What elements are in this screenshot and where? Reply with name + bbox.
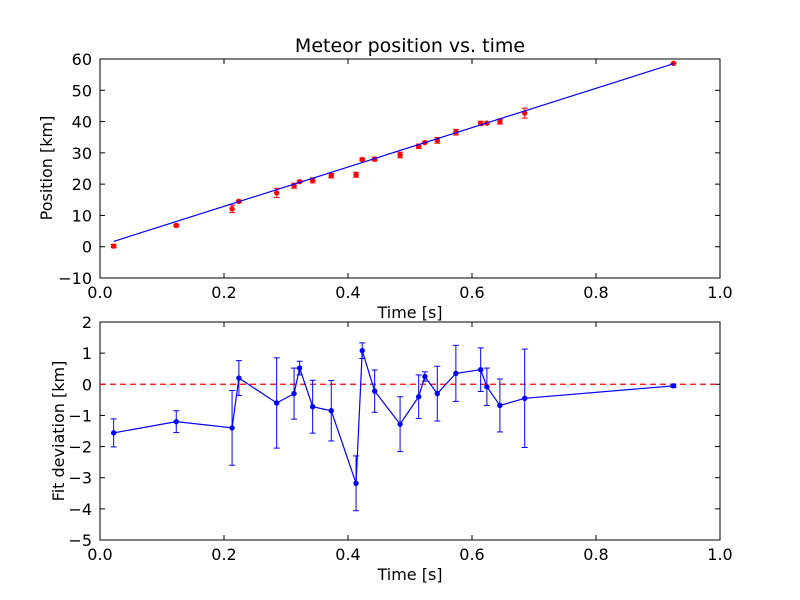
x-tick-label: 1.0 (707, 283, 732, 302)
data-point (397, 152, 403, 158)
y-tick-label: −1 (68, 406, 92, 425)
x-tick-label: 0.6 (459, 283, 484, 302)
y-tick-label: 2 (82, 313, 92, 332)
data-point (453, 370, 459, 377)
y-tick-label: 10 (72, 206, 92, 225)
plot-frame (99, 58, 721, 279)
data-point (229, 425, 235, 431)
data-point (173, 222, 179, 229)
data-point (110, 243, 117, 249)
data-point (309, 404, 316, 410)
y-tick-label: 1 (82, 344, 92, 363)
y-axis-label: Position [km] (37, 116, 56, 221)
data-point (353, 172, 359, 178)
x-tick-label: 0.2 (211, 545, 236, 564)
data-point (296, 365, 303, 371)
y-tick-label: 0 (82, 238, 92, 257)
data-point (484, 384, 490, 390)
data-point (229, 206, 235, 212)
x-tick-label: 0.4 (335, 545, 360, 564)
y-tick-label: 30 (72, 144, 92, 163)
deviation-line (113, 350, 674, 484)
data-point (328, 408, 334, 414)
y-tick-label: −5 (68, 531, 92, 550)
data-point (274, 190, 280, 196)
y-tick-label: −10 (58, 269, 92, 288)
data-point (422, 373, 428, 380)
data-point (397, 421, 403, 427)
data-point (670, 60, 677, 67)
x-axis-label: Time [s] (376, 303, 442, 322)
x-tick-label: 0.0 (87, 283, 112, 302)
y-tick-label: −4 (68, 500, 92, 519)
data-point (236, 375, 242, 381)
x-axis-label: Time [s] (376, 565, 442, 584)
y-axis-label: Fit deviation [km] (49, 361, 68, 502)
y-tick-label: 0 (82, 375, 92, 394)
x-tick-label: 0.4 (335, 283, 360, 302)
x-tick-label: 0.2 (211, 283, 236, 302)
data-point (353, 480, 359, 487)
y-tick-label: −3 (68, 469, 92, 488)
data-point (359, 347, 365, 354)
data-point (670, 383, 677, 389)
x-tick-label: 0.0 (87, 545, 112, 564)
fit-deviation-plot: Time [s] Fit deviation [km] 0.0 0.2 0.4 0.6… (49, 313, 733, 584)
data-point (497, 402, 503, 409)
data-point (328, 172, 334, 179)
data-point (415, 394, 422, 400)
y-tick-label: 40 (72, 113, 92, 132)
data-point (522, 395, 528, 401)
fit-line (113, 63, 674, 242)
x-tick-label: 1.0 (707, 545, 732, 564)
x-tick-label: 0.6 (459, 545, 484, 564)
data-point (371, 388, 378, 394)
data-point (477, 366, 484, 373)
data-point (434, 390, 440, 397)
chart-title: Meteor position vs. time (295, 35, 525, 57)
data-point (173, 418, 179, 425)
data-point (274, 400, 280, 406)
data-point (359, 156, 365, 163)
x-tick-label: 0.8 (583, 545, 608, 564)
y-tick-label: 20 (72, 175, 92, 194)
y-tick-label: −2 (68, 438, 92, 457)
data-point (497, 118, 503, 125)
data-point (291, 390, 297, 397)
x-tick-label: 0.8 (583, 283, 608, 302)
y-tick-label: 60 (72, 50, 92, 69)
position-plot: Meteor position vs. time Time [s] Positi… (37, 35, 733, 322)
plot-frame (99, 321, 721, 541)
data-point (110, 430, 117, 436)
y-tick-label: 50 (72, 81, 92, 100)
